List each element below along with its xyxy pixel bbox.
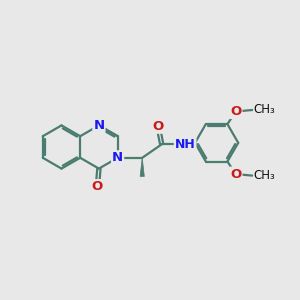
Text: O: O: [230, 168, 242, 181]
Text: CH₃: CH₃: [254, 169, 276, 182]
Text: O: O: [152, 120, 164, 133]
Text: N: N: [93, 119, 104, 132]
Text: O: O: [230, 105, 242, 118]
Text: O: O: [92, 180, 103, 193]
Text: CH₃: CH₃: [254, 103, 276, 116]
Text: NH: NH: [175, 138, 196, 151]
Polygon shape: [140, 158, 144, 176]
Text: N: N: [112, 151, 123, 164]
